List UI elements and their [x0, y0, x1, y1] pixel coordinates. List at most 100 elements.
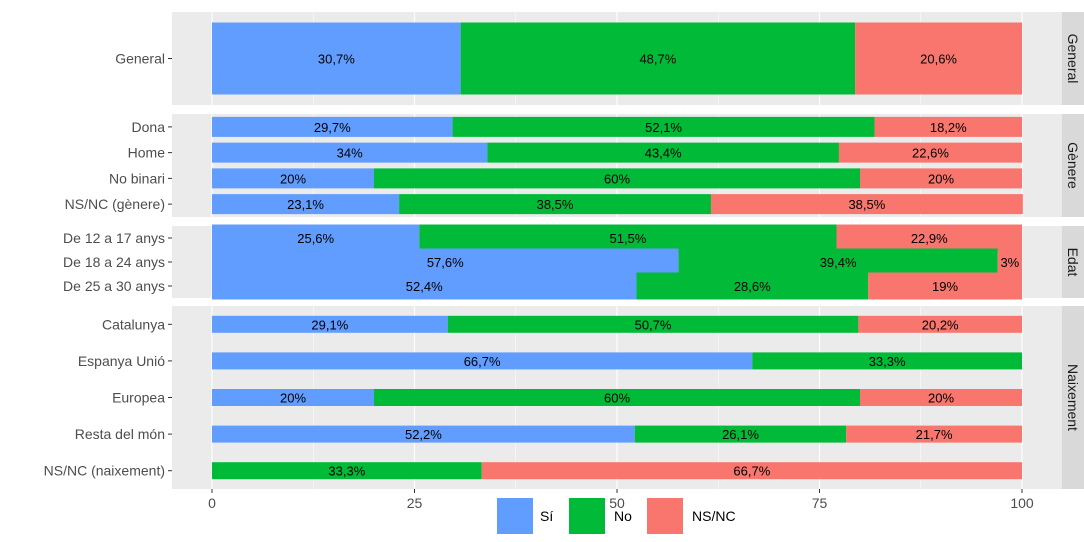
- x-tick-label: 75: [812, 495, 828, 511]
- bar-segment: [212, 272, 637, 300]
- category-label: NS/NC (naixement): [44, 463, 165, 479]
- bar-segment: [855, 22, 1022, 95]
- x-tick-label: 50: [609, 495, 625, 511]
- data-label: 29,7%: [314, 120, 351, 135]
- data-label: 25,6%: [297, 231, 334, 246]
- data-label: 52,1%: [645, 120, 682, 135]
- bar-segment: [212, 389, 374, 406]
- category-label: Espanya Unió: [78, 353, 165, 369]
- data-label: 26,1%: [722, 427, 759, 442]
- bar-segment: [846, 425, 1022, 443]
- bar-segment: [212, 142, 488, 163]
- category-label: De 25 a 30 anys: [63, 278, 165, 294]
- data-label: 38,5%: [848, 197, 885, 212]
- bar-segment: [374, 389, 860, 406]
- bar-segment: [636, 272, 869, 300]
- legend-key: [569, 498, 605, 534]
- data-label: 33,3%: [328, 464, 365, 479]
- bar-segment: [212, 352, 753, 370]
- bar-segment: [838, 142, 1022, 163]
- x-tick-label: 0: [208, 495, 216, 511]
- bar-segment: [481, 462, 1023, 480]
- bar-segment: [634, 425, 847, 443]
- bar-segment: [487, 142, 839, 163]
- bar-segment: [212, 168, 374, 189]
- bar-segment: [447, 315, 859, 333]
- facet-label: Edat: [1065, 248, 1081, 277]
- facet-strip: [1062, 114, 1084, 217]
- category-label: Dona: [132, 119, 166, 135]
- data-label: 66,7%: [733, 464, 770, 479]
- data-label: 22,9%: [911, 231, 948, 246]
- bar-segment: [997, 248, 1022, 276]
- data-label: 23,1%: [287, 197, 324, 212]
- bar-segment: [868, 272, 1022, 300]
- data-label: 48,7%: [639, 52, 676, 67]
- bar-segment: [212, 116, 453, 137]
- data-label: 66,7%: [464, 354, 501, 369]
- bar-segment: [212, 224, 420, 252]
- category-label: Resta del món: [75, 426, 165, 442]
- bar-segment: [212, 462, 482, 480]
- data-label: 22,6%: [912, 146, 949, 161]
- x-tick-label: 100: [1010, 495, 1034, 511]
- category-label: Home: [128, 145, 166, 161]
- bar-segment: [419, 224, 837, 252]
- bar-segment: [874, 116, 1022, 137]
- data-label: 3%: [1000, 255, 1019, 270]
- data-label: 60%: [604, 171, 630, 186]
- data-label: 20,6%: [920, 52, 957, 67]
- category-label: NS/NC (gènere): [65, 196, 165, 212]
- facet-label: Gènere: [1065, 142, 1081, 189]
- bar-segment: [212, 315, 448, 333]
- data-label: 51,5%: [609, 231, 646, 246]
- legend-key: [497, 498, 533, 534]
- data-label: 33,3%: [869, 354, 906, 369]
- data-label: 29,1%: [311, 317, 348, 332]
- data-label: 30,7%: [318, 52, 355, 67]
- data-label: 21,7%: [916, 427, 953, 442]
- facet-strip: [1062, 226, 1084, 298]
- data-label: 50,7%: [635, 317, 672, 332]
- legend-label: Sí: [540, 508, 553, 524]
- facet-label: General: [1065, 34, 1081, 84]
- bar-segment: [860, 168, 1022, 189]
- category-label: Europea: [112, 390, 165, 406]
- data-label: 20,2%: [922, 317, 959, 332]
- data-label: 20%: [928, 171, 954, 186]
- x-tick-label: 25: [407, 495, 423, 511]
- data-label: 43,4%: [645, 146, 682, 161]
- data-label: 20%: [280, 391, 306, 406]
- facet-strip: [1062, 306, 1084, 489]
- legend-label: No: [614, 508, 632, 524]
- facet-label: Naixement: [1065, 364, 1081, 431]
- bar-segment: [860, 389, 1022, 406]
- data-label: 20%: [280, 171, 306, 186]
- bar-segment: [399, 194, 711, 215]
- data-label: 38,5%: [537, 197, 574, 212]
- data-label: 18,2%: [930, 120, 967, 135]
- data-label: 52,4%: [406, 279, 443, 294]
- data-label: 52,2%: [405, 427, 442, 442]
- category-label: General: [115, 51, 165, 67]
- bar-segment: [212, 22, 461, 95]
- facet-strip: [1062, 12, 1084, 105]
- category-label: De 12 a 17 anys: [63, 230, 165, 246]
- bar-segment: [460, 22, 856, 95]
- data-label: 28,6%: [734, 279, 771, 294]
- bar-segment: [452, 116, 875, 137]
- bar-segment: [752, 352, 1022, 370]
- data-label: 19%: [932, 279, 958, 294]
- data-label: 60%: [604, 391, 630, 406]
- bar-segment: [374, 168, 860, 189]
- category-label: No binari: [109, 170, 165, 186]
- category-label: Catalunya: [102, 316, 165, 332]
- data-label: 20%: [928, 391, 954, 406]
- bar-segment: [858, 315, 1022, 333]
- data-label: 39,4%: [820, 255, 857, 270]
- bar-segment: [678, 248, 998, 276]
- bar-segment: [836, 224, 1022, 252]
- data-label: 57,6%: [427, 255, 464, 270]
- bar-segment: [212, 248, 679, 276]
